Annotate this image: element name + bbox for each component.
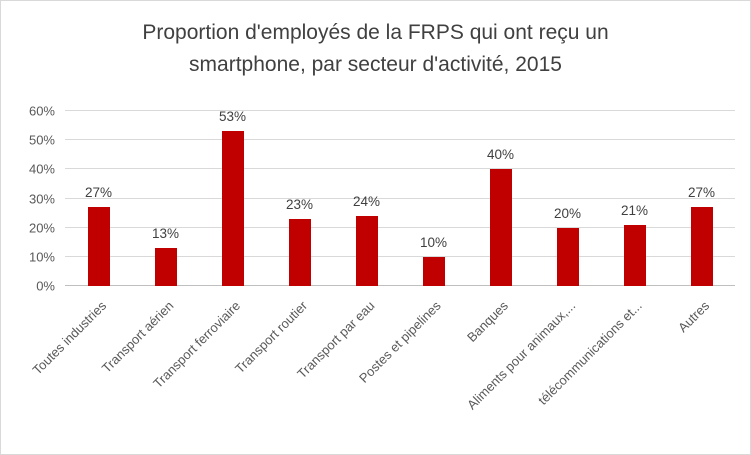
chart-title: Proportion d'employés de la FRPS qui ont… <box>1 17 750 80</box>
category-column: 13% Transport aérien <box>98 111 199 376</box>
gridline <box>65 110 735 111</box>
data-label: 27% <box>84 185 113 201</box>
gridline <box>65 226 735 228</box>
bar <box>422 256 445 286</box>
bar <box>221 131 244 286</box>
x-tick-label: Toutes industries <box>29 298 110 378</box>
gridline <box>65 255 735 257</box>
chart-title-line2: smartphone, par secteur d'activité, 2015 <box>189 52 562 76</box>
category-column: 24% Transport par eau <box>294 111 400 381</box>
category-column: 23% Transport routier <box>232 111 333 376</box>
x-tick-label: Transport aérien <box>98 298 177 376</box>
bar <box>690 207 713 286</box>
x-tick-label: Aliments pour animaux,... <box>463 298 579 413</box>
bar <box>154 248 177 286</box>
category-column: 53% Transport ferroviaire <box>150 109 266 391</box>
category-column: 10% Postes et pipelines <box>356 111 467 386</box>
x-tick-label: Autres <box>674 298 713 336</box>
gridline <box>65 168 735 170</box>
data-label: 21% <box>620 202 649 218</box>
category-column: 20% Aliments pour animaux,... <box>464 111 601 413</box>
data-label: 23% <box>285 196 314 212</box>
category-column: 40% Banques <box>464 111 534 345</box>
bar <box>87 207 110 286</box>
data-label: 40% <box>486 147 515 163</box>
data-label: 24% <box>352 194 381 209</box>
y-tick-label: 10% <box>28 249 55 265</box>
x-tick-label: Banques <box>464 298 512 345</box>
y-tick-label: 30% <box>28 191 55 206</box>
category-column: 27% Autres <box>668 111 735 335</box>
chart-title-line1: Proportion d'employés de la FRPS qui ont… <box>142 21 609 44</box>
data-label: 13% <box>151 226 180 242</box>
category-column: 27% Toutes industries <box>30 111 132 377</box>
y-tick-label: 60% <box>28 103 55 119</box>
bar <box>355 216 378 286</box>
data-label: 27% <box>687 185 716 201</box>
data-label: 20% <box>553 205 582 221</box>
y-tick-label: 50% <box>28 132 55 148</box>
gridline <box>65 197 735 199</box>
data-label: 53% <box>218 109 247 125</box>
bar-series: 27% Toutes industries 13% Transport aérien 5… <box>30 109 735 413</box>
category-column: 21% télécommunications et... <box>535 111 668 408</box>
bar <box>288 218 311 286</box>
bar <box>623 224 646 286</box>
y-tick-label: 0% <box>36 278 55 294</box>
data-label: 10% <box>419 234 448 250</box>
y-tick-label: 20% <box>28 220 55 236</box>
y-tick-label: 40% <box>28 161 55 177</box>
plot-area: 0% 10% 20% 30% 40% 50% 60% 27% Toutes industries… <box>29 104 735 413</box>
x-tick-label: Transport routier <box>231 298 311 377</box>
bar <box>556 227 579 286</box>
gridline <box>65 139 735 141</box>
bar <box>489 169 512 286</box>
x-axis-line <box>65 285 735 286</box>
